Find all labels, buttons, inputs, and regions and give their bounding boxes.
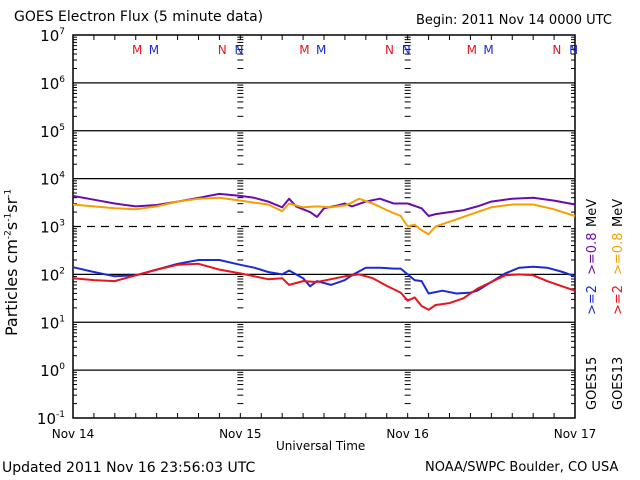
legend-goes13: GOES13 >=2 >=0.8 MeV [611, 198, 626, 410]
noon-midnight-marker: M [299, 43, 309, 57]
legend-goes15-name: GOES15 [585, 356, 600, 410]
series-line-3 [72, 262, 576, 311]
x-tick-label: Nov 17 [554, 427, 597, 441]
noon-midnight-marker: N [552, 43, 561, 57]
credit-label: NOAA/SWPC Boulder, CO USA [425, 460, 619, 475]
series-line-1 [72, 196, 576, 236]
noon-midnight-marker: N [234, 43, 243, 57]
y-tick-label: 100 [40, 362, 65, 380]
noon-midnight-marker: M [467, 43, 477, 57]
x-tick-label: Nov 16 [386, 427, 429, 441]
legend-goes15-08mev: >=0.8 [585, 232, 600, 275]
y-tick-label: 106 [40, 75, 65, 93]
legend-goes13-08mev: >=0.8 [611, 232, 626, 275]
updated-timestamp: Updated 2011 Nov 16 23:56:03 UTC [2, 460, 256, 476]
y-tick-label: 105 [40, 123, 65, 141]
y-tick-label: 103 [40, 219, 65, 237]
legend-goes15-2mev: >=2 [585, 284, 600, 315]
y-tick-label: 104 [40, 171, 65, 189]
noon-midnight-marker: M [149, 43, 159, 57]
legend-goes13-mev: MeV [611, 198, 626, 227]
noon-midnight-marker: N [385, 43, 394, 57]
noon-midnight-marker: M [132, 43, 142, 57]
chart-title: GOES Electron Flux (5 minute data) [14, 9, 264, 25]
x-axis-label: Universal Time [276, 439, 366, 453]
noon-midnight-marker: N [569, 43, 578, 57]
x-tick-label: Nov 14 [52, 427, 95, 441]
legend-goes13-name: GOES13 [611, 356, 626, 410]
legend-goes13-2mev: >=2 [611, 284, 626, 315]
y-tick-label: 107 [40, 27, 65, 45]
noon-midnight-marker: M [316, 43, 326, 57]
y-tick-label: 10-1 [37, 410, 65, 428]
begin-label: Begin: 2011 Nov 14 0000 UTC [416, 13, 612, 28]
legend-goes15: GOES15 >=2 >=0.8 MeV [585, 198, 600, 410]
legend-goes15-mev: MeV [585, 198, 600, 227]
y-tick-label: 102 [40, 266, 65, 284]
x-tick-label: Nov 15 [219, 427, 262, 441]
series-line-2 [72, 259, 576, 295]
noon-midnight-marker: N [218, 43, 227, 57]
y-axis-label: Particles cm-2s-1sr-1 [2, 188, 21, 336]
noon-midnight-marker: M [483, 43, 493, 57]
noon-midnight-marker: N [402, 43, 411, 57]
y-tick-label: 101 [40, 314, 65, 332]
